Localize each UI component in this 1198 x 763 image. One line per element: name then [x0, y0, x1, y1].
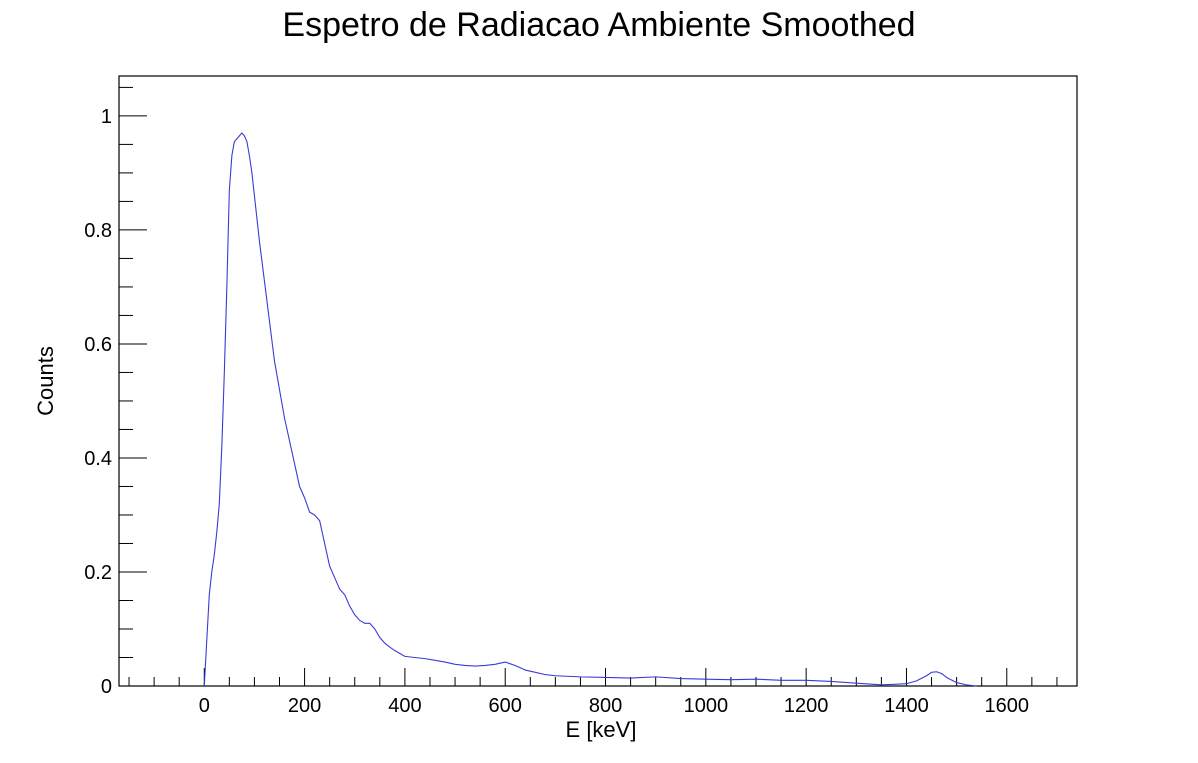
series-group: [203, 132, 977, 687]
x-tick-label: 1600: [985, 695, 1030, 717]
x-tick-label: 600: [489, 695, 522, 717]
x-axis-title: E [keV]: [566, 717, 637, 742]
y-tick-label: 0.2: [84, 562, 112, 584]
x-tick-label: 400: [388, 695, 421, 717]
x-tick-label: 1400: [884, 695, 929, 717]
plot-frame: [118, 75, 1078, 687]
y-axis-ticks: [119, 86, 147, 687]
y-tick-label: 0.8: [84, 220, 112, 242]
x-tick-label: 1000: [684, 695, 729, 717]
x-tick-label: 800: [589, 695, 622, 717]
x-tick-label: 1200: [784, 695, 829, 717]
x-tick-label: 0: [199, 695, 210, 717]
chart-title: Espetro de Radiacao Ambiente Smoothed: [282, 6, 915, 44]
x-axis-tick-labels: 0 200 400 600 800 1000 1200 1400 1600: [199, 695, 1029, 717]
y-tick-label: 0.6: [84, 334, 112, 356]
y-tick-label: 0: [101, 676, 112, 698]
spectrum-series-line: [203, 132, 977, 687]
y-tick-label: 1: [101, 106, 112, 128]
y-tick-label: 0.4: [84, 448, 112, 470]
y-axis-tick-labels: 0 0.2 0.4 0.6 0.8 1: [84, 106, 112, 698]
x-tick-label: 200: [288, 695, 321, 717]
y-axis-title: Counts: [33, 346, 58, 416]
